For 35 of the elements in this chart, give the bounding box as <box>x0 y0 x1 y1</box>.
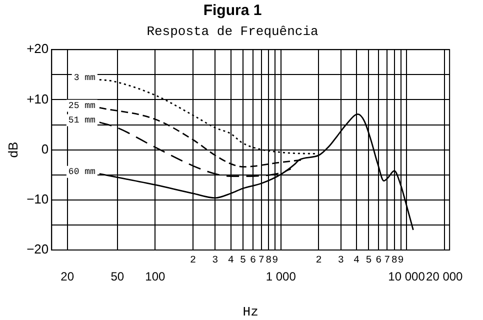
chart-subtitle: Resposta de Frequência <box>146 24 319 40</box>
text: 4 <box>354 256 360 267</box>
text: 2 <box>316 256 322 267</box>
y-tick-label: +20 <box>26 41 49 56</box>
x-tick-label: 100 <box>145 270 166 284</box>
text: 3 <box>212 256 218 267</box>
text: 9 <box>272 256 278 267</box>
y-tick-label: −10 <box>26 191 49 206</box>
y-tick-label: −20 <box>26 242 49 257</box>
x-tick-label: 50 <box>110 270 124 284</box>
series-label: 25 mm <box>68 101 96 112</box>
x-tick-label: 20 000 <box>426 270 464 284</box>
text: 4 <box>228 256 234 267</box>
x-tick-label: 10 000 <box>388 270 426 284</box>
series-label: 60 mm <box>68 167 96 178</box>
y-tick-label: 0 <box>41 141 49 156</box>
text: 5 <box>240 256 246 267</box>
series-label: 51 mm <box>68 116 96 126</box>
text: 8 <box>391 256 398 267</box>
text: 3 <box>338 256 344 267</box>
y-tick-label: +10 <box>26 91 49 106</box>
text: 7 <box>258 256 264 267</box>
text: 5 <box>366 256 372 267</box>
text: 7 <box>384 256 390 267</box>
text: 9 <box>398 256 404 267</box>
text: 6 <box>250 256 256 267</box>
x-tick-label: 20 <box>60 270 74 284</box>
text: 6 <box>376 256 382 267</box>
series-label: 3 mm <box>74 73 96 84</box>
x-tick-label: 1 000 <box>266 270 296 284</box>
chart-title: Figura 1 <box>203 2 262 20</box>
y-axis-title: dB <box>5 142 20 158</box>
text: 2 <box>190 256 196 267</box>
x-axis-title: Hz <box>242 304 258 320</box>
text: 8 <box>266 256 272 267</box>
